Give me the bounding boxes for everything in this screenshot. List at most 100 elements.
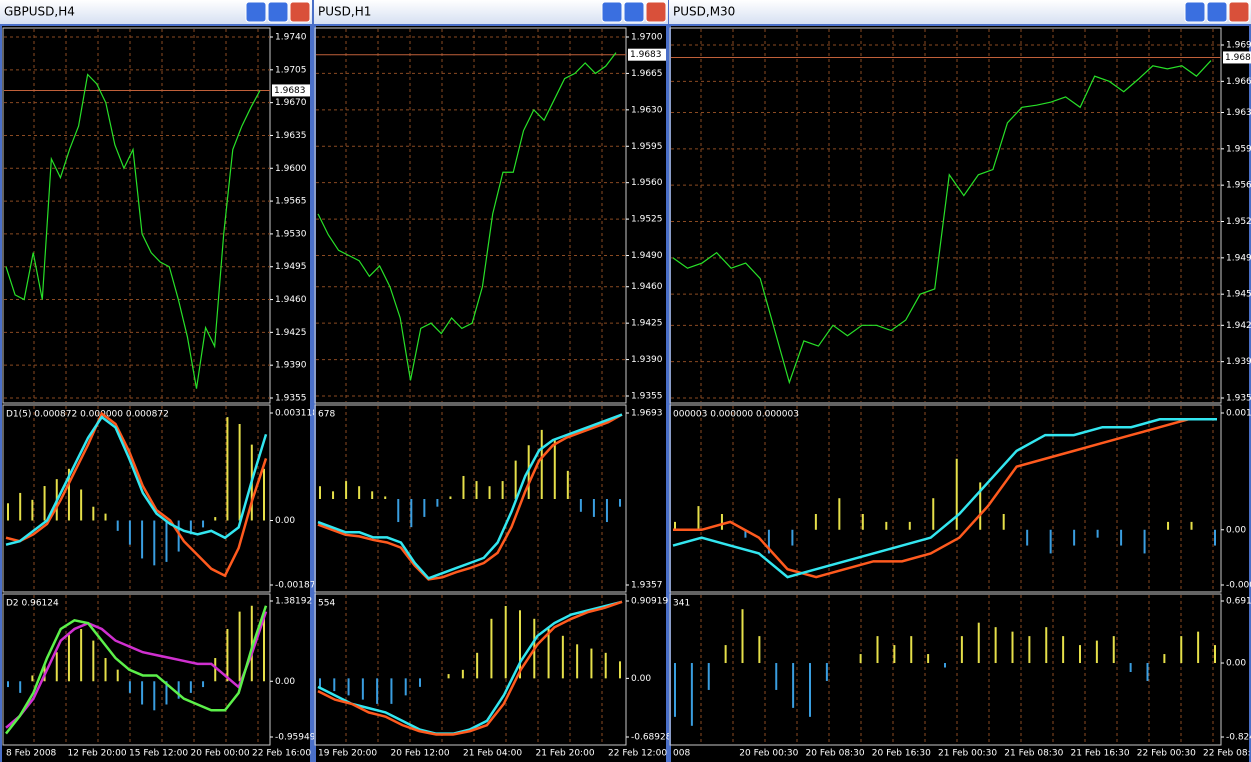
indicator-tick-label: 0.69158 bbox=[1226, 597, 1251, 607]
price-tick-label: 1.9455 bbox=[1226, 290, 1251, 300]
price-tick-label: 1.9460 bbox=[275, 295, 307, 305]
price-tick-label: 1.9635 bbox=[275, 131, 307, 141]
price-tick-label: 1.9390 bbox=[631, 355, 663, 365]
price-tick-label: 1.9740 bbox=[275, 33, 307, 43]
time-label: 20 Feb 00:30 bbox=[739, 749, 798, 759]
current-price-box bbox=[628, 48, 666, 61]
minimize-button[interactable] bbox=[245, 1, 267, 23]
close-button[interactable] bbox=[1228, 1, 1250, 23]
indicator-label: D1(5) 0.000872 0.000000 0.000872 bbox=[6, 410, 169, 420]
indicator-line bbox=[317, 413, 623, 581]
minimize-button[interactable] bbox=[601, 1, 623, 23]
price-tick-label: 1.9560 bbox=[631, 178, 663, 188]
time-label: 12 Feb 20:00 bbox=[68, 749, 127, 759]
maximize-button[interactable] bbox=[267, 1, 289, 23]
close-button[interactable] bbox=[645, 1, 667, 23]
time-label: 20 Feb 16:30 bbox=[872, 749, 931, 759]
time-label: 19 Feb 20:00 bbox=[318, 749, 377, 759]
time-label: 21 Feb 04:00 bbox=[463, 749, 522, 759]
time-label: 20 Feb 12:00 bbox=[391, 749, 450, 759]
indicator-label: D2 0.96124 bbox=[6, 599, 59, 609]
indicator-panel bbox=[2, 593, 271, 746]
indicator-panel bbox=[669, 404, 1222, 593]
price-tick-label: 1.9630 bbox=[1226, 108, 1251, 118]
chart-area bbox=[2, 26, 310, 762]
indicator-tick-label: 0.00 bbox=[1226, 525, 1246, 535]
indicator-label: 341 bbox=[673, 599, 690, 609]
indicator-panel bbox=[314, 404, 627, 593]
price-tick-label: 1.9460 bbox=[631, 282, 663, 292]
price-tick-label: 1.9390 bbox=[1226, 357, 1251, 367]
current-price-box bbox=[272, 84, 310, 97]
price-tick-label: 1.9355 bbox=[275, 394, 307, 404]
indicator-line bbox=[673, 418, 1217, 579]
time-label: 21 Feb 16:30 bbox=[1071, 749, 1130, 759]
price-tick-label: 1.9560 bbox=[1226, 181, 1251, 191]
indicator-tick-label: -0.8248 bbox=[1226, 733, 1251, 743]
price-tick-label: 1.9490 bbox=[1226, 253, 1251, 263]
indicator-line bbox=[5, 415, 268, 546]
window-title: PUSD,H1 bbox=[318, 5, 371, 19]
indicator-line bbox=[5, 605, 268, 735]
close-button[interactable] bbox=[289, 1, 311, 23]
indicator-line bbox=[5, 611, 268, 729]
time-label: 20 Feb 00:00 bbox=[191, 749, 250, 759]
price-tick-label: 1.9705 bbox=[275, 65, 307, 75]
price-tick-label: 1.9695 bbox=[1226, 41, 1251, 51]
time-label: 21 Feb 20:00 bbox=[536, 749, 595, 759]
time-label: 21 Feb 00:30 bbox=[938, 749, 997, 759]
price-tick-label: 1.9595 bbox=[1226, 144, 1251, 154]
indicator-tick-label: 0.003118 bbox=[275, 409, 318, 419]
time-label: 20 Feb 08:30 bbox=[806, 749, 865, 759]
maximize-button[interactable] bbox=[1206, 1, 1228, 23]
price-tick-label: 1.9595 bbox=[631, 142, 663, 152]
time-label: 22 Feb 16:00 bbox=[252, 749, 311, 759]
minimize-button[interactable] bbox=[1184, 1, 1206, 23]
title-bar bbox=[669, 0, 1251, 24]
time-label: 22 Feb 00:30 bbox=[1137, 749, 1196, 759]
indicator-label: 554 bbox=[318, 599, 335, 609]
time-label: 15 Feb 12:00 bbox=[129, 749, 188, 759]
indicator-panel bbox=[669, 593, 1222, 746]
indicator-tick-label: 0.00148 bbox=[1226, 409, 1251, 419]
maximize-button[interactable] bbox=[623, 1, 645, 23]
indicator-tick-label: 0.00 bbox=[631, 674, 651, 684]
time-label: 22 Feb 12:00 bbox=[608, 749, 667, 759]
price-tick-label: 1.9355 bbox=[631, 392, 663, 402]
indicator-panel bbox=[2, 404, 271, 593]
price-panel bbox=[669, 27, 1222, 404]
indicator-tick-label: -0.95949 bbox=[275, 733, 316, 743]
price-tick-label: 1.9355 bbox=[1226, 394, 1251, 404]
current-price-box bbox=[1223, 51, 1251, 64]
time-label: 008 bbox=[673, 749, 690, 759]
current-price-label: 1.9683 bbox=[1225, 53, 1251, 63]
price-tick-label: 1.9425 bbox=[1226, 321, 1251, 331]
price-tick-label: 1.9630 bbox=[631, 105, 663, 115]
indicator-line bbox=[5, 411, 268, 578]
price-tick-label: 1.9525 bbox=[1226, 217, 1251, 227]
price-tick-label: 1.9670 bbox=[275, 98, 307, 108]
price-panel bbox=[2, 27, 271, 404]
price-tick-label: 1.9390 bbox=[275, 361, 307, 371]
indicator-tick-label: 1.38192 bbox=[275, 597, 312, 607]
window-title: GBPUSD,H4 bbox=[4, 5, 75, 19]
price-tick-label: 1.9665 bbox=[631, 69, 663, 79]
indicator-tick-label: -0.0007 bbox=[1226, 581, 1251, 591]
price-tick-label: 1.9425 bbox=[275, 328, 307, 338]
indicator-tick-label: 1.9693 bbox=[631, 409, 663, 419]
indicator-tick-label: -0.68928 bbox=[631, 733, 672, 743]
price-tick-label: 1.9490 bbox=[631, 251, 663, 261]
chart-window: PUSD,H1 1.9700 1.9665 1.9630 1.9595 1.9560 1.9… bbox=[314, 0, 672, 762]
price-tick-label: 1.9525 bbox=[631, 215, 663, 225]
chart-window: GBPUSD,H4 1.9740 1.9705 1.9670 1.9635 1.9600 1… bbox=[0, 0, 318, 762]
price-tick-label: 1.9495 bbox=[275, 262, 307, 272]
indicator-tick-label: 1.9357 bbox=[631, 581, 663, 591]
indicator-tick-label: -0.00187 bbox=[275, 581, 315, 591]
price-tick-label: 1.9700 bbox=[631, 33, 663, 43]
price-tick-label: 1.9660 bbox=[1226, 77, 1251, 87]
indicator-tick-label: 0.00 bbox=[275, 516, 295, 526]
price-tick-label: 1.9425 bbox=[631, 319, 663, 329]
indicator-line bbox=[672, 418, 1217, 579]
indicator-line bbox=[317, 600, 623, 735]
